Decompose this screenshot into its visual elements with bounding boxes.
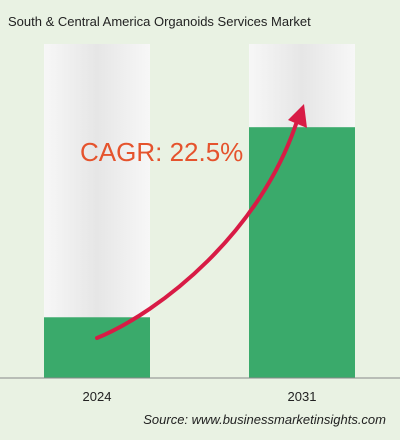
arrow-head — [288, 104, 307, 128]
x-tick-labels: 2024 2031 — [83, 389, 317, 404]
cagr-annotation: CAGR: 22.5% — [80, 137, 243, 167]
bar-2031 — [249, 127, 355, 378]
arrow-shaft — [95, 116, 300, 340]
bar-2024 — [44, 317, 150, 378]
growth-arrow — [95, 104, 307, 340]
x-tick-label-2031: 2031 — [288, 389, 317, 404]
source-note: Source: www.businessmarketinsights.com — [143, 412, 386, 427]
x-tick-label-2024: 2024 — [83, 389, 112, 404]
chart-title: South & Central America Organoids Servic… — [8, 14, 311, 29]
bars — [44, 127, 355, 378]
